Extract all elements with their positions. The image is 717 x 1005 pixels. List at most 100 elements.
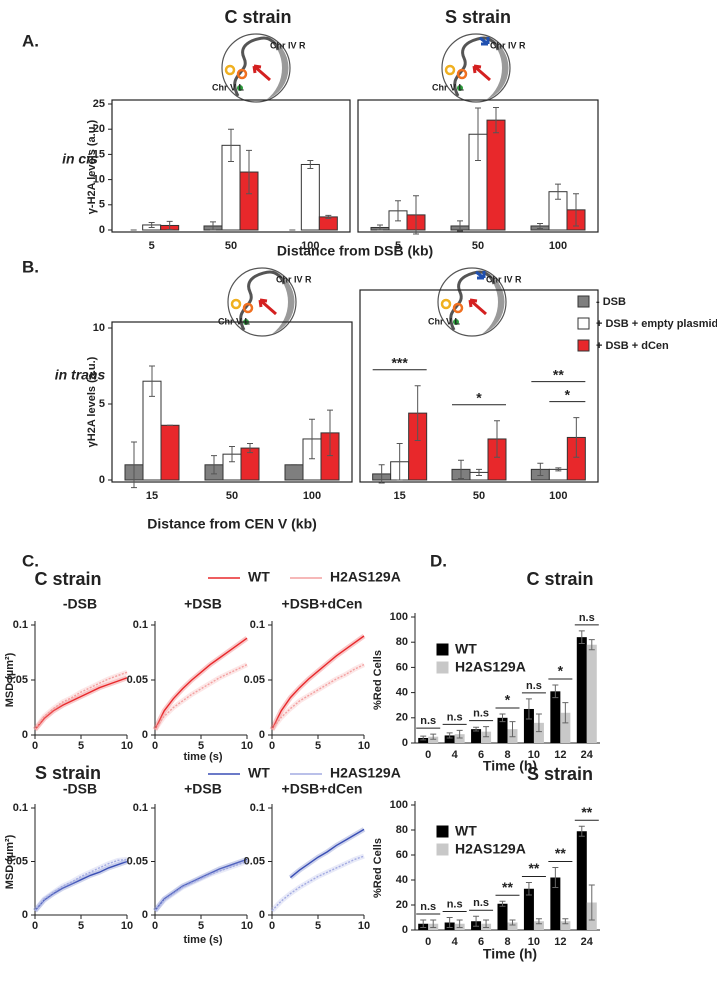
error-bar [475,107,481,161]
bar [486,119,506,231]
y-axis-label: %Red Cells [372,650,384,710]
error-bar [166,220,173,230]
significance-label: * [565,386,571,402]
significance-label: n.s [473,897,489,909]
locus [440,298,452,310]
y-tick-label: 15 [93,148,105,160]
legend-swatch [436,825,449,838]
error-bar [378,464,385,484]
legend-swatch [436,843,449,856]
diagram-label: Chr V L [218,316,251,326]
line [289,828,365,879]
panel-label: A. [22,31,39,50]
y-tick-label: 0 [99,474,105,486]
line-band [33,859,128,913]
locus [456,68,468,80]
significance-label: ** [555,845,566,861]
group-title: S strain [35,763,101,783]
bar [576,637,587,743]
error-bar [325,214,332,219]
bar [444,735,455,743]
error-bar [537,462,544,476]
error-bar [395,200,401,222]
arrow [472,64,491,82]
y-axis-label: MSD (µm²) [4,652,16,707]
line [34,671,128,730]
y-tick-label: 80 [396,636,408,648]
x-tick-label: 12 [554,936,566,948]
legend-swatch [577,295,590,308]
x-tick-label: 100 [549,490,567,502]
bar [284,464,304,481]
error-bar [573,193,579,227]
y-tick-label: 60 [396,661,408,673]
chart-title: -DSB [63,781,97,797]
error-bar [562,702,569,724]
diagram-label: Chr IV R [276,274,312,284]
bar [507,922,518,930]
legend-swatch [436,643,449,656]
legend-label: WT [248,765,270,781]
significance-label: ** [528,860,539,876]
error-bar [246,149,252,195]
legend-label: H2AS129A [455,841,526,857]
locus [230,298,242,310]
x-tick-label: 50 [472,240,484,252]
y-tick-label: 0 [22,909,28,921]
x-tick-label: 24 [581,749,594,761]
line [271,635,365,730]
plot-frame [357,99,599,233]
y-tick-label: 80 [396,824,408,836]
row-label: in cis [62,151,98,167]
error-bar [228,128,234,162]
diagram-label: Chr V L [428,316,461,326]
bar [418,737,429,743]
bar [560,712,571,743]
x-axis-label: time (s) [183,751,222,763]
x-tick-label: 10 [241,920,253,932]
bar [550,691,561,743]
x-tick-label: 5 [149,240,155,252]
x-tick-label: 100 [549,240,567,252]
x-tick-label: 5 [78,920,84,932]
error-bar [309,418,315,460]
arrow [252,64,271,82]
error-bar [211,455,217,475]
x-tick-label: 4 [452,749,459,761]
diagram-label: Chr IV R [490,40,526,50]
plot-frame [111,99,351,233]
legend-label: + DSB + empty plasmid [596,318,717,330]
y-tick-label: 0.05 [127,674,148,686]
error-bar [509,721,516,738]
x-axis-label: Time (h) [483,946,537,962]
y-tick-label: 10 [93,322,105,334]
line-band [33,675,128,732]
chart-title: C strain [224,7,291,27]
error-bar [552,684,559,699]
error-bar [247,443,253,454]
y-tick-label: 0.1 [250,802,265,814]
error-bar [552,867,559,888]
y-tick-label: 40 [396,874,408,886]
y-tick-label: 20 [396,712,408,724]
chart-title: +DSB+dCen [282,781,363,797]
bar [428,736,439,743]
significance-label: ** [581,804,592,820]
bar [523,708,534,743]
arrow [475,270,486,280]
x-tick-label: 50 [226,490,238,502]
locus [242,302,254,314]
chart-title: +DSB [184,781,222,797]
x-tick-label: 0 [152,740,158,752]
x-tick-label: 4 [452,936,459,948]
x-tick-label: 10 [241,740,253,752]
legend-label: WT [455,823,477,839]
x-tick-label: 15 [394,490,406,502]
y-tick-label: 5 [99,398,105,410]
line [154,858,248,912]
error-bar [476,468,482,476]
significance-label: * [505,692,511,708]
group-title: C strain [34,569,101,589]
x-tick-label: 0 [425,936,431,948]
y-tick-label: 0.05 [7,674,28,686]
